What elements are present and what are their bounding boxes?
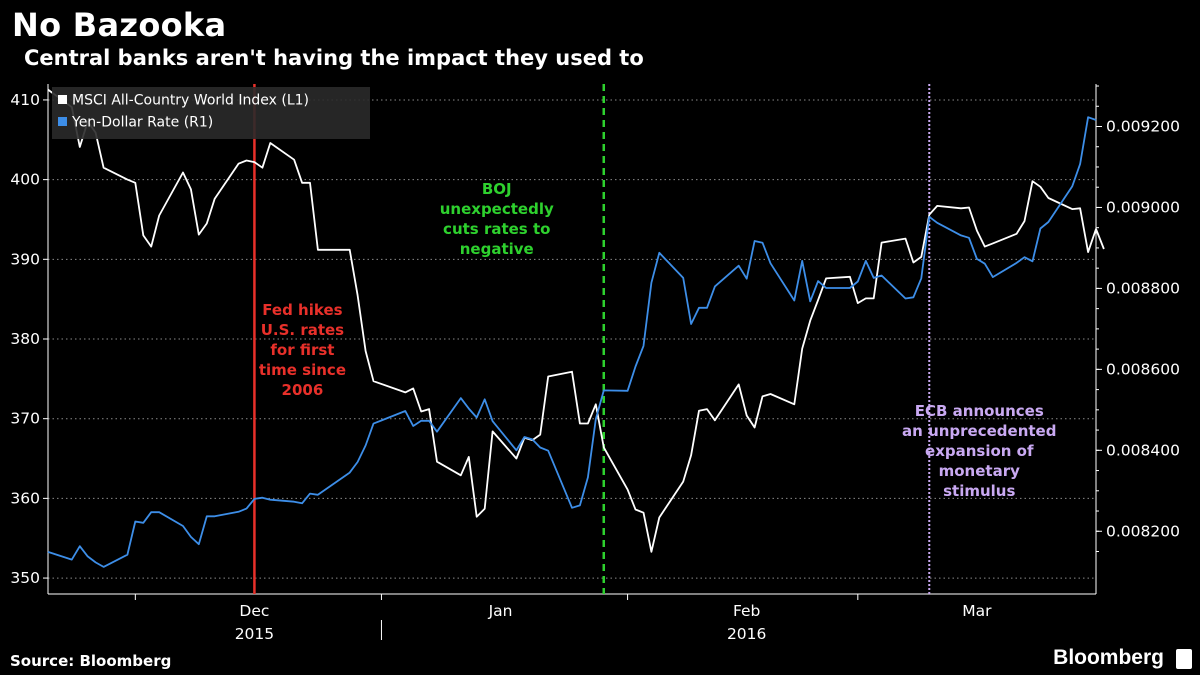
left-tick-label: 410 <box>10 91 40 109</box>
right-tick-label: 0.008800 <box>1106 279 1180 297</box>
right-tick-label: 0.009200 <box>1106 118 1180 136</box>
event-annotation-line: expansion of <box>925 442 1034 460</box>
x-tick-label: Dec <box>239 602 269 620</box>
chart-title: No Bazooka <box>12 6 227 44</box>
event-annotation-line: an unprecedented <box>902 422 1056 440</box>
event-annotation-line: ECB announces <box>915 402 1044 420</box>
legend-box <box>52 87 370 139</box>
source-note: Source: Bloomberg <box>10 652 172 670</box>
left-tick-label: 400 <box>10 171 40 189</box>
year-label: 2016 <box>727 625 766 640</box>
series-line-0 <box>47 88 1105 553</box>
left-tick-label: 380 <box>10 330 40 348</box>
right-tick-label: 0.008200 <box>1106 522 1180 540</box>
left-tick-label: 360 <box>10 489 40 507</box>
series-line-1 <box>47 116 1097 568</box>
legend-label: MSCI All-Country World Index (L1) <box>72 93 309 109</box>
left-tick-label: 370 <box>10 410 40 428</box>
event-annotation-line: for first <box>270 341 334 359</box>
axis-layer: 350 360 370 380 390 400 410 0.008200 0.008400 0.0… <box>10 84 1180 640</box>
bloomberg-mark-icon <box>1176 649 1192 669</box>
event-layer: Fed hikes U.S. rates for first time since 20… <box>253 84 1056 594</box>
chart-canvas: 350 360 370 380 390 400 410 0.008200 0.008400 0.0… <box>10 84 1180 640</box>
event-annotation-line: cuts rates to <box>443 220 550 238</box>
event-annotation-line: negative <box>460 240 534 258</box>
grid-layer <box>48 99 1096 579</box>
right-tick-label: 0.009000 <box>1106 198 1180 216</box>
legend-swatch <box>58 95 67 104</box>
event-annotation-line: BOJ <box>482 180 512 198</box>
legend-swatch <box>58 117 67 126</box>
event-annotation-line: 2006 <box>282 381 324 399</box>
event-annotation-line: unexpectedly <box>440 200 554 218</box>
event-annotation-line: U.S. rates <box>261 321 344 339</box>
legend-label: Yen-Dollar Rate (R1) <box>71 115 213 131</box>
series-layer <box>47 88 1105 568</box>
x-tick-label: Jan <box>488 602 513 620</box>
x-tick-label: Mar <box>962 602 992 620</box>
event-annotation-line: stimulus <box>943 482 1015 500</box>
right-tick-label: 0.008400 <box>1106 441 1180 459</box>
year-label: 2015 <box>235 625 274 640</box>
legend: MSCI All-Country World Index (L1) Yen-Dol… <box>52 87 370 139</box>
event-annotation-line: time since <box>259 361 346 379</box>
left-tick-label: 390 <box>10 250 40 268</box>
x-tick-label: Feb <box>733 602 760 620</box>
left-tick-label: 350 <box>10 569 40 587</box>
right-tick-label: 0.008600 <box>1106 360 1180 378</box>
chart-subtitle: Central banks aren't having the impact t… <box>24 46 644 70</box>
event-annotation-line: monetary <box>939 462 1020 480</box>
bloomberg-logo: Bloomberg <box>1053 646 1164 669</box>
event-annotation-line: Fed hikes <box>262 301 342 319</box>
